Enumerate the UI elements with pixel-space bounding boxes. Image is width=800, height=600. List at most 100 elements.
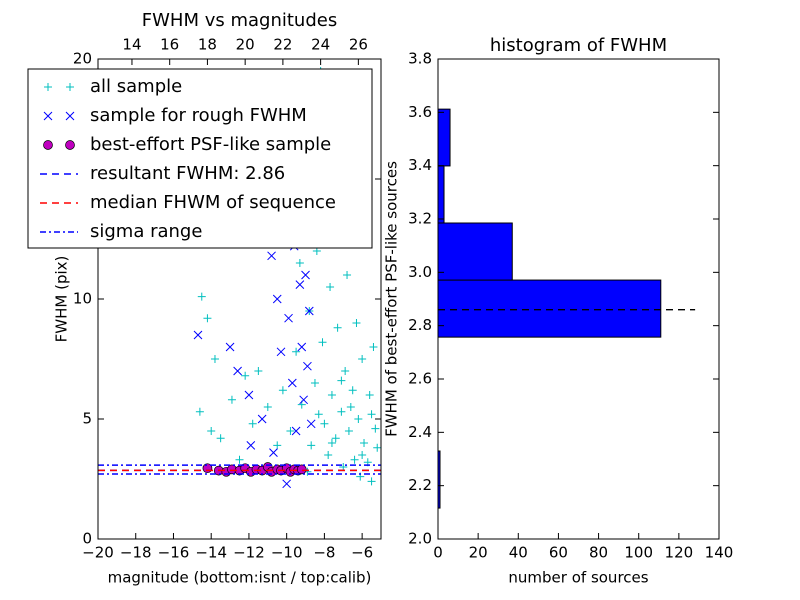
- plus-marker: [360, 439, 369, 447]
- plus-marker: [307, 441, 316, 450]
- x-marker: [303, 361, 312, 371]
- legend-label: median FHWM of sequence: [90, 192, 336, 213]
- histogram-bar: [437, 165, 445, 224]
- plus-marker: [195, 407, 204, 416]
- circle-marker: [43, 140, 53, 150]
- plus-marker: [367, 410, 376, 419]
- y-tick-label: 10: [73, 290, 92, 308]
- plus-marker: [235, 455, 244, 464]
- x-marker: [306, 419, 316, 429]
- x-marker: [246, 441, 256, 450]
- x-marker: [244, 390, 254, 400]
- plus-marker: [367, 477, 376, 486]
- x-marker: [233, 366, 242, 376]
- plus-marker: [318, 338, 327, 347]
- x2-tick-label: 14: [122, 36, 141, 54]
- x2-tick-label: 16: [160, 36, 179, 54]
- x-marker: [272, 294, 282, 304]
- x-tick-label: −6: [351, 544, 373, 562]
- plus-marker: [241, 371, 250, 380]
- plus-marker: [324, 451, 333, 459]
- x-tick-label: −14: [195, 544, 227, 562]
- y-tick-label: 5: [82, 410, 92, 428]
- x-tick-label: 0: [433, 544, 443, 562]
- x-tick-label: −10: [271, 544, 303, 562]
- plus-marker: [346, 403, 355, 411]
- chart-title: FWHM vs magnitudes: [142, 10, 337, 31]
- y-tick-label: 3.4: [408, 156, 432, 174]
- y-tick-label: 3.2: [408, 210, 432, 228]
- plus-marker: [341, 367, 350, 375]
- x-marker: [225, 342, 235, 352]
- plus-marker: [210, 355, 219, 363]
- x-marker: [43, 111, 53, 121]
- legend-label: sample for rough FWHM: [90, 105, 307, 126]
- x-tick-label: 140: [705, 544, 734, 562]
- x2-tick-label: 26: [349, 36, 368, 54]
- y-tick-label: 3.0: [408, 263, 432, 281]
- x-tick-label: 40: [509, 544, 528, 562]
- x-marker: [269, 448, 278, 457]
- histogram-bar: [437, 222, 513, 281]
- x-axis-label: magnitude (bottom:isnt / top:calib): [108, 569, 372, 587]
- plus-marker: [254, 367, 263, 375]
- plus-marker: [344, 427, 353, 435]
- plus-marker: [310, 379, 319, 387]
- y-tick-label: 2.4: [408, 423, 432, 441]
- y-tick-label: 2.8: [408, 316, 432, 334]
- plus-marker: [327, 391, 336, 399]
- x-tick-label: 80: [589, 544, 608, 562]
- circle-marker: [296, 464, 307, 475]
- plus-marker: [333, 323, 342, 332]
- plus-marker: [320, 419, 329, 428]
- y-axis-label: FWHM (pix): [53, 256, 71, 343]
- plus-marker: [44, 83, 52, 91]
- plus-marker: [203, 314, 212, 323]
- x-tick-label: 60: [549, 544, 568, 562]
- legend-label: resultant FWHM: 2.86: [90, 163, 285, 184]
- x-marker: [287, 378, 297, 388]
- plus-marker: [216, 434, 225, 443]
- x-tick-label: 20: [469, 544, 488, 562]
- x-marker: [284, 313, 293, 323]
- x2-tick-label: 22: [273, 36, 292, 54]
- plus-marker: [292, 347, 301, 356]
- x-marker: [65, 111, 75, 121]
- y-tick-label: 3.6: [408, 103, 432, 121]
- plus-marker: [358, 451, 367, 459]
- plus-marker: [207, 427, 216, 435]
- x-tick-label: −18: [120, 544, 152, 562]
- y-tick-label: 3.8: [408, 50, 432, 68]
- x-tick-label: −20: [82, 544, 114, 562]
- plus-marker: [295, 259, 304, 267]
- x-marker: [301, 270, 310, 280]
- plus-marker: [354, 415, 363, 423]
- legend-box: [27, 68, 373, 249]
- y-tick-label: 2.0: [408, 530, 432, 548]
- plus-marker: [273, 441, 282, 450]
- x-tick-label: −12: [233, 544, 265, 562]
- plot-area: [98, 67, 381, 489]
- x-axis-label: number of sources: [508, 569, 648, 587]
- plus-marker: [358, 355, 367, 363]
- x-tick-label: 120: [665, 544, 694, 562]
- plus-marker: [286, 427, 295, 435]
- x-marker: [295, 280, 305, 289]
- x-marker: [282, 479, 292, 489]
- x-tick-label: −8: [313, 544, 335, 562]
- plus-marker: [227, 395, 236, 404]
- x-marker: [291, 426, 301, 436]
- x-marker: [193, 330, 203, 340]
- plus-marker: [369, 343, 378, 351]
- plus-marker: [352, 319, 361, 327]
- legend-label: all sample: [90, 76, 182, 97]
- plus-marker: [337, 407, 346, 416]
- x-tick-label: 100: [624, 544, 653, 562]
- x-marker: [257, 414, 267, 424]
- x2-tick-label: 24: [311, 36, 330, 54]
- y-tick-label: 2.2: [408, 476, 432, 494]
- plus-marker: [348, 386, 357, 395]
- circle-marker: [65, 140, 75, 150]
- plus-marker: [343, 271, 352, 279]
